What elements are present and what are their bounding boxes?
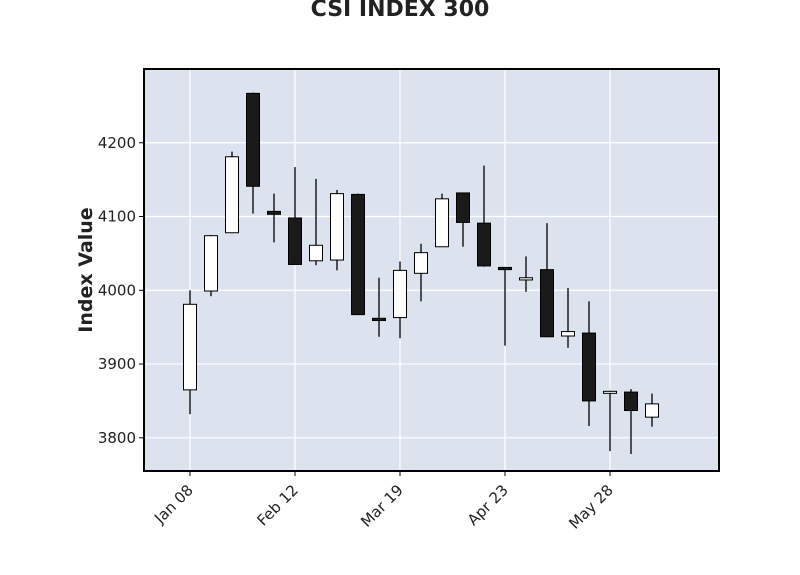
x-tick-label: Feb 12	[253, 481, 301, 529]
candle	[624, 389, 638, 455]
candle-body-down	[582, 332, 596, 402]
candle	[582, 301, 596, 427]
candle-body-down	[351, 193, 365, 316]
candle-body-up	[645, 403, 659, 418]
candle-body-down	[246, 92, 260, 187]
y-axis-label: Index Value	[75, 207, 97, 332]
grid-lines	[144, 69, 719, 471]
candle	[519, 256, 533, 292]
candle-body-down	[372, 317, 386, 322]
y-tick-label: 4200	[98, 134, 136, 152]
candle	[246, 92, 260, 214]
candle-body-up	[414, 252, 428, 274]
candle	[372, 277, 386, 337]
x-tick-label: Jan 08	[150, 481, 197, 528]
candle-body-down	[624, 391, 638, 412]
x-tick-label: May 28	[565, 481, 617, 533]
x-axis-ticks: Jan 08 Feb 12 Mar 19 Apr 23 May 28	[150, 471, 617, 533]
candle	[288, 167, 302, 265]
candle-body-down	[267, 210, 281, 215]
candle-body-up	[330, 193, 344, 261]
candle	[456, 192, 470, 247]
candle	[267, 193, 281, 243]
x-tick-label: Mar 19	[357, 481, 407, 531]
candle	[603, 390, 617, 452]
candle-body-down	[540, 269, 554, 338]
y-tick-label: 4100	[98, 208, 136, 226]
candle-body-up	[183, 303, 197, 391]
candle-body-up	[309, 244, 323, 262]
y-axis-ticks: 3800 3900 4000 4100 4200	[98, 134, 144, 447]
plot-area	[144, 69, 719, 471]
candle	[414, 243, 428, 302]
candle	[183, 290, 197, 415]
candle-body-down	[498, 266, 512, 271]
candle	[204, 234, 218, 297]
candle-body-up	[393, 269, 407, 319]
candle-body-up	[435, 198, 449, 248]
candle	[561, 288, 575, 348]
candle	[645, 393, 659, 427]
candle-body-down	[288, 217, 302, 265]
candle-body-down	[477, 222, 491, 267]
candle	[393, 261, 407, 339]
plot-frame	[143, 68, 720, 472]
candle	[351, 193, 365, 316]
chart-title: CSI INDEX 300	[310, 0, 490, 22]
y-tick-label: 3900	[98, 355, 136, 373]
candle	[540, 223, 554, 338]
candles	[183, 92, 659, 455]
candle-body-up	[561, 331, 575, 337]
candle-body-up	[519, 277, 533, 281]
candle	[498, 266, 512, 346]
candle	[330, 189, 344, 271]
candle	[225, 151, 239, 234]
candle-body-up	[603, 390, 617, 394]
y-tick-label: 3800	[98, 429, 136, 447]
candle	[309, 178, 323, 266]
candle-body-up	[225, 156, 239, 234]
candle-body-down	[456, 192, 470, 223]
candle	[435, 193, 449, 248]
candle-body-up	[204, 235, 218, 292]
x-tick-label: Apr 23	[464, 481, 512, 529]
y-tick-label: 4000	[98, 281, 136, 299]
candle	[477, 165, 491, 267]
